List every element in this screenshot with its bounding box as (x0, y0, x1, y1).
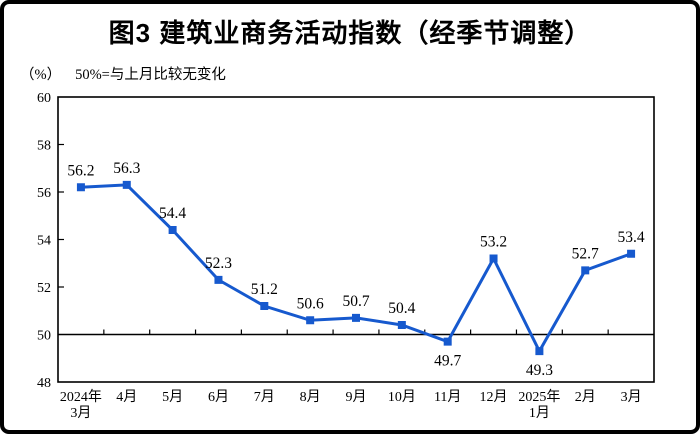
x-tick-label: 2月 (575, 389, 596, 405)
x-tick-label: 3月 (621, 389, 642, 405)
data-point-marker (535, 347, 544, 356)
data-point-label: 49.3 (526, 362, 553, 379)
data-point-marker (214, 275, 223, 284)
x-tick-label: 2024年 3月 (60, 389, 102, 421)
data-point-label: 52.3 (205, 255, 232, 272)
data-point-marker (627, 249, 636, 258)
y-tick-label: 60 (37, 91, 51, 106)
data-point-label: 49.7 (434, 353, 461, 370)
data-point-marker (168, 226, 177, 234)
data-point-marker (260, 302, 269, 310)
data-point-label: 56.3 (113, 160, 140, 177)
data-point-label: 51.2 (251, 281, 278, 298)
line-chart: 60 58 56 54 52 50 48 2024年 3月 4月 5月 6月 7月 8月 9月 10月 11月 1… (37, 91, 655, 421)
data-point-marker (489, 254, 498, 263)
data-point-label: 53.2 (480, 234, 507, 251)
data-point-label: 50.7 (342, 293, 369, 310)
data-point-marker (581, 266, 590, 275)
data-point-label: 54.4 (159, 205, 186, 222)
y-tick-label: 54 (37, 234, 51, 249)
data-point-label: 52.7 (572, 245, 599, 262)
data-point-marker (306, 316, 315, 325)
x-tick-label: 12月 (480, 389, 508, 405)
x-tick-label: 9月 (346, 389, 367, 405)
data-point-label: 56.2 (67, 162, 94, 179)
x-tick-label: 6月 (208, 389, 229, 405)
data-point-marker (122, 180, 131, 189)
y-axis-unit-label: （%） (20, 67, 62, 83)
y-tick-label: 50 (37, 329, 51, 344)
data-point-marker (443, 337, 452, 346)
y-tick-label: 58 (37, 139, 51, 154)
y-tick-label: 56 (37, 186, 51, 201)
data-point-label: 50.4 (388, 300, 415, 317)
y-tick-label: 48 (37, 376, 51, 391)
plot-frame (57, 96, 655, 383)
x-tick-label: 7月 (254, 389, 275, 405)
x-tick-label: 4月 (116, 389, 137, 405)
x-tick-label: 5月 (162, 389, 183, 405)
data-point-marker (76, 183, 85, 192)
data-point-marker (352, 313, 360, 322)
chart-subtitle: （%） 50%=与上月比较无变化 (20, 63, 226, 84)
data-point-label: 53.4 (618, 229, 645, 246)
data-point-marker (397, 321, 406, 329)
y-tick-label: 52 (37, 281, 51, 296)
reference-note: 50%=与上月比较无变化 (75, 67, 226, 83)
x-tick-label: 10月 (388, 389, 416, 405)
x-tick-label: 11月 (434, 389, 461, 405)
chart-title: 图3 建筑业商务活动指数（经季节调整） (108, 18, 592, 48)
x-tick-label: 2025年 1月 (518, 389, 560, 421)
x-tick-label: 8月 (300, 389, 321, 405)
data-point-label: 50.6 (297, 295, 324, 312)
